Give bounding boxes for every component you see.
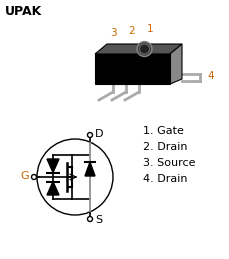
Text: G: G (21, 171, 29, 181)
Text: 2: 2 (128, 26, 135, 36)
Polygon shape (85, 162, 95, 176)
Circle shape (87, 217, 92, 221)
Text: 1: 1 (147, 24, 153, 34)
Text: 3. Source: 3. Source (142, 158, 195, 168)
Text: 3: 3 (110, 28, 116, 38)
Polygon shape (95, 54, 169, 84)
Circle shape (139, 44, 149, 54)
Polygon shape (47, 182, 59, 195)
Text: UPAK: UPAK (5, 5, 42, 18)
Polygon shape (169, 44, 181, 84)
Polygon shape (47, 159, 59, 172)
Text: 2. Drain: 2. Drain (142, 142, 187, 152)
Text: 4. Drain: 4. Drain (142, 174, 187, 184)
Text: 1. Gate: 1. Gate (142, 126, 183, 136)
Polygon shape (95, 44, 181, 54)
Circle shape (87, 133, 92, 138)
Circle shape (136, 41, 151, 56)
Text: D: D (95, 129, 103, 139)
Circle shape (31, 175, 36, 179)
Text: S: S (95, 215, 102, 225)
Text: 4: 4 (206, 71, 213, 81)
